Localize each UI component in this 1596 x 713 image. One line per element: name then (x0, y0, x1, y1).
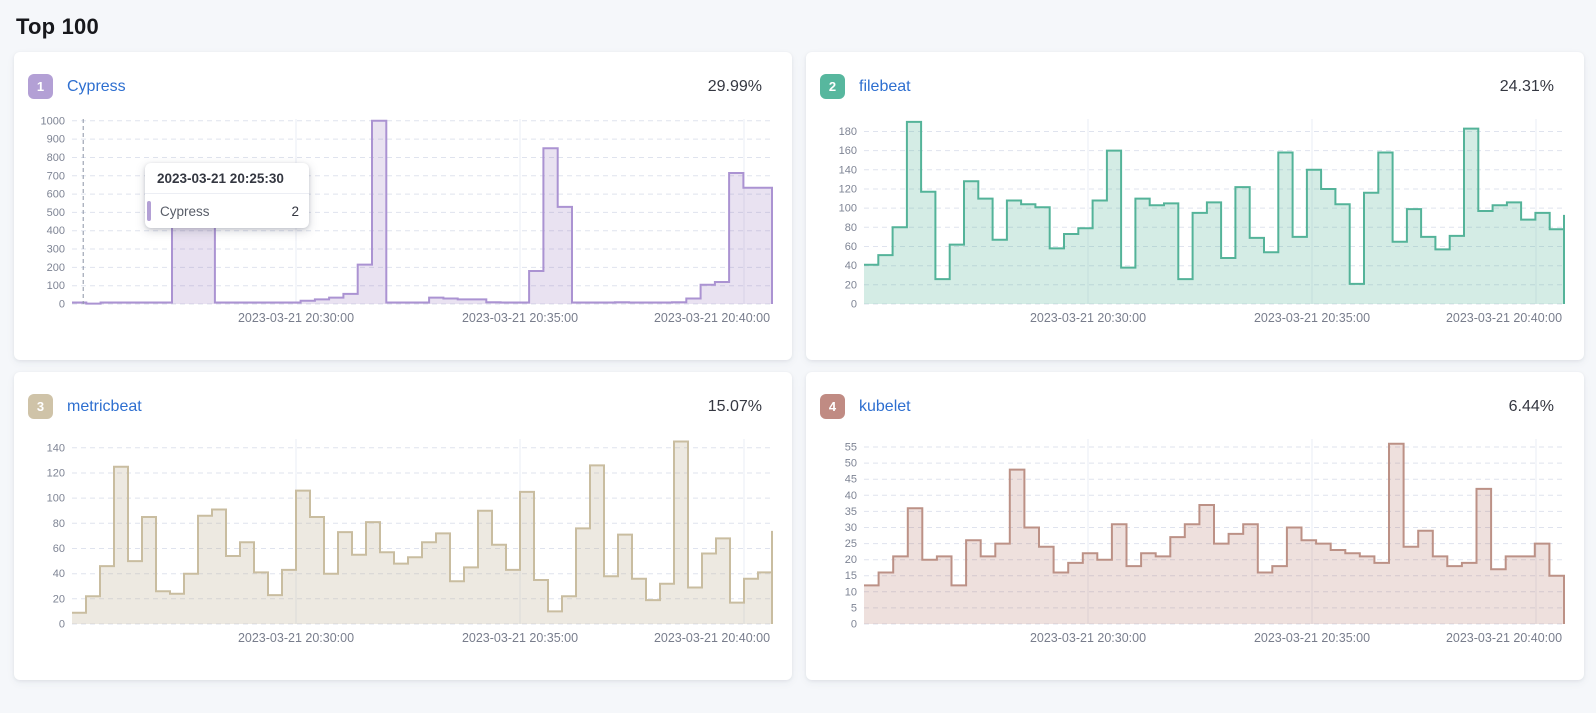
rank-badge: 4 (820, 394, 845, 419)
svg-text:2023-03-21 20:30:00: 2023-03-21 20:30:00 (238, 631, 354, 645)
svg-text:300: 300 (47, 244, 65, 256)
svg-text:5: 5 (851, 602, 857, 614)
svg-text:100: 100 (839, 203, 857, 215)
percentage-value: 29.99% (707, 77, 762, 95)
svg-text:400: 400 (47, 225, 65, 237)
series-link-cypress[interactable]: Cypress (67, 77, 126, 95)
chart-wrap: 0 20 40 60 80 100 120 140 160 180 2023-03-21 20:30… (818, 113, 1572, 331)
svg-text:100: 100 (47, 280, 65, 292)
svg-text:1000: 1000 (41, 115, 65, 127)
svg-text:140: 140 (839, 164, 857, 176)
svg-text:120: 120 (47, 468, 65, 480)
series-link-filebeat[interactable]: filebeat (859, 77, 911, 95)
svg-text:140: 140 (47, 442, 65, 454)
svg-text:45: 45 (845, 474, 857, 486)
chart-area-metricbeat[interactable]: 0 20 40 60 80 100 120 140 2023-03-21 20:30:00 202… (28, 433, 778, 651)
svg-text:35: 35 (845, 506, 857, 518)
chart-tooltip: 2023-03-21 20:25:30 Cypress 2 (145, 163, 309, 228)
svg-text:200: 200 (47, 262, 65, 274)
svg-text:100: 100 (47, 493, 65, 505)
svg-text:60: 60 (845, 241, 857, 253)
tooltip-series-swatch (147, 201, 151, 221)
svg-text:2023-03-21 20:40:00: 2023-03-21 20:40:00 (1446, 631, 1562, 645)
svg-text:800: 800 (47, 152, 65, 164)
card-metricbeat: 3 metricbeat 15.07% 0 20 40 60 80 100 120 140 20… (14, 372, 792, 680)
rank-badge: 1 (28, 74, 53, 99)
chart-wrap: 0 100 200 300 400 500 600 700 800 900 1000 2023-03-… (26, 113, 780, 331)
svg-text:15: 15 (845, 570, 857, 582)
cards-grid: 1 Cypress 29.99% 0 100 200 300 400 500 600 700 8… (0, 50, 1596, 680)
card-filebeat: 2 filebeat 24.31% 0 20 40 60 80 100 120 140 160 1… (806, 52, 1584, 360)
chart-area-filebeat[interactable]: 0 20 40 60 80 100 120 140 160 180 2023-03-21 20:30… (820, 113, 1570, 331)
percentage-value: 6.44% (1508, 397, 1554, 415)
svg-text:2023-03-21 20:35:00: 2023-03-21 20:35:00 (462, 311, 578, 325)
chart-area-kubelet[interactable]: 0 5 10 15 20 25 30 35 40 45 50 55 2023-03-21 20:30:0… (820, 433, 1570, 651)
svg-text:180: 180 (839, 126, 857, 138)
svg-text:40: 40 (845, 490, 857, 502)
tooltip-timestamp: 2023-03-21 20:25:30 (145, 163, 309, 194)
svg-text:0: 0 (59, 619, 65, 631)
rank-badge: 2 (820, 74, 845, 99)
svg-text:0: 0 (851, 299, 857, 311)
rank-badge: 3 (28, 394, 53, 419)
card-header: 1 Cypress 29.99% (26, 74, 780, 99)
page-header: Top 100 (0, 0, 1596, 50)
svg-text:80: 80 (53, 518, 65, 530)
percentage-value: 24.31% (1499, 77, 1554, 95)
svg-text:2023-03-21 20:35:00: 2023-03-21 20:35:00 (462, 631, 578, 645)
card-kubelet: 4 kubelet 6.44% 0 5 10 15 20 25 30 35 40 45 50 55 20… (806, 372, 1584, 680)
tooltip-row: Cypress 2 (145, 194, 309, 228)
svg-text:0: 0 (59, 299, 65, 311)
svg-text:900: 900 (47, 134, 65, 146)
page-title: Top 100 (16, 14, 99, 39)
svg-text:55: 55 (845, 442, 857, 454)
svg-text:20: 20 (845, 554, 857, 566)
svg-text:40: 40 (53, 568, 65, 580)
svg-text:160: 160 (839, 145, 857, 157)
svg-text:2023-03-21 20:35:00: 2023-03-21 20:35:00 (1254, 311, 1370, 325)
svg-text:600: 600 (47, 189, 65, 201)
svg-text:60: 60 (53, 543, 65, 555)
tooltip-series-name: Cypress (160, 203, 210, 219)
svg-text:2023-03-21 20:40:00: 2023-03-21 20:40:00 (654, 311, 770, 325)
tooltip-series-value: 2 (291, 203, 299, 219)
card-header: 4 kubelet 6.44% (818, 394, 1572, 419)
svg-text:25: 25 (845, 538, 857, 550)
series-link-metricbeat[interactable]: metricbeat (67, 397, 142, 415)
svg-text:20: 20 (845, 279, 857, 291)
series-link-kubelet[interactable]: kubelet (859, 397, 911, 415)
chart-wrap: 0 20 40 60 80 100 120 140 2023-03-21 20:30:00 202… (26, 433, 780, 651)
svg-text:0: 0 (851, 619, 857, 631)
percentage-value: 15.07% (707, 397, 762, 415)
chart-area-cypress[interactable]: 0 100 200 300 400 500 600 700 800 900 1000 2023-03-… (28, 113, 778, 331)
svg-text:30: 30 (845, 522, 857, 534)
card-header: 2 filebeat 24.31% (818, 74, 1572, 99)
chart-wrap: 0 5 10 15 20 25 30 35 40 45 50 55 2023-03-21 20:30:0… (818, 433, 1572, 651)
card-cypress: 1 Cypress 29.99% 0 100 200 300 400 500 600 700 8… (14, 52, 792, 360)
svg-text:500: 500 (47, 207, 65, 219)
svg-text:40: 40 (845, 260, 857, 272)
svg-text:50: 50 (845, 458, 857, 470)
svg-text:700: 700 (47, 170, 65, 182)
svg-text:2023-03-21 20:30:00: 2023-03-21 20:30:00 (1030, 631, 1146, 645)
svg-text:20: 20 (53, 593, 65, 605)
svg-text:2023-03-21 20:30:00: 2023-03-21 20:30:00 (1030, 311, 1146, 325)
svg-text:10: 10 (845, 586, 857, 598)
svg-text:2023-03-21 20:35:00: 2023-03-21 20:35:00 (1254, 631, 1370, 645)
svg-text:2023-03-21 20:40:00: 2023-03-21 20:40:00 (1446, 311, 1562, 325)
svg-text:2023-03-21 20:40:00: 2023-03-21 20:40:00 (654, 631, 770, 645)
card-header: 3 metricbeat 15.07% (26, 394, 780, 419)
svg-text:2023-03-21 20:30:00: 2023-03-21 20:30:00 (238, 311, 354, 325)
svg-text:120: 120 (839, 184, 857, 196)
svg-text:80: 80 (845, 222, 857, 234)
